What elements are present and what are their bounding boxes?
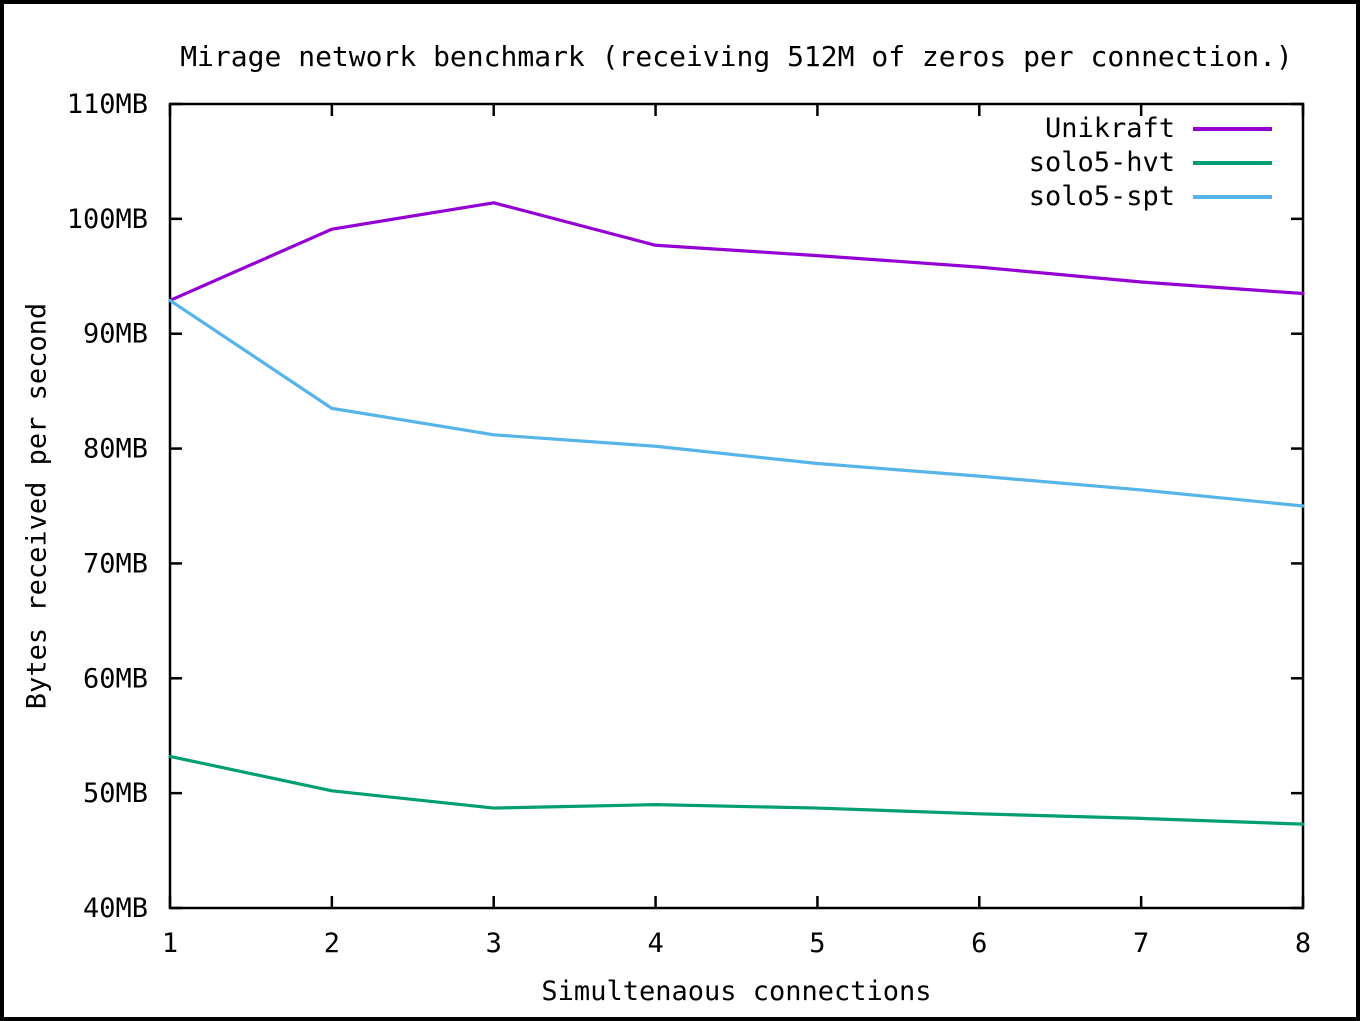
legend-item-unikraft: Unikraft [1029,113,1272,144]
y-tick-label: 80MB [83,434,148,465]
y-tick-label: 100MB [67,204,148,235]
legend-label-solo5-hvt: solo5-hvt [1028,147,1175,178]
x-axis-label: Simultenaous connections [541,976,932,1007]
y-tick-label: 70MB [83,548,148,579]
chart-title: Mirage network benchmark (receiving 512M… [180,40,1293,73]
legend-line-sample-solo5-hvt [1193,160,1272,165]
legend-line-sample-solo5-spt [1193,194,1272,199]
legend-line-sample-unikraft [1193,126,1272,131]
y-tick-label: 40MB [83,893,148,924]
x-tick-label: 7 [1133,928,1149,959]
series-line-solo5-spt [168,298,1305,508]
x-tick-label: 8 [1295,928,1311,959]
x-tick-label: 3 [486,928,502,959]
plot-border [168,102,1305,910]
y-tick-label: 90MB [83,319,148,350]
x-tick-label: 4 [647,928,663,959]
legend-item-solo5-hvt: solo5-hvt [1028,147,1272,178]
series-line-solo5-hvt [168,754,1305,826]
x-tick-label: 5 [809,928,825,959]
legend-item-solo5-spt: solo5-spt [1028,181,1272,212]
x-tick-label: 1 [162,928,178,959]
x-tick-label: 6 [971,928,987,959]
legend: Unikraft solo5-hvt solo5-spt [1028,113,1272,212]
legend-label-unikraft: Unikraft [1044,113,1175,144]
x-tick-label: 2 [324,928,340,959]
y-tick-label: 110MB [67,89,148,120]
y-tick-label: 60MB [83,663,148,694]
series-line-unikraft [168,201,1305,303]
legend-label-solo5-spt: solo5-spt [1028,181,1175,212]
y-tick-label: 50MB [83,778,148,809]
